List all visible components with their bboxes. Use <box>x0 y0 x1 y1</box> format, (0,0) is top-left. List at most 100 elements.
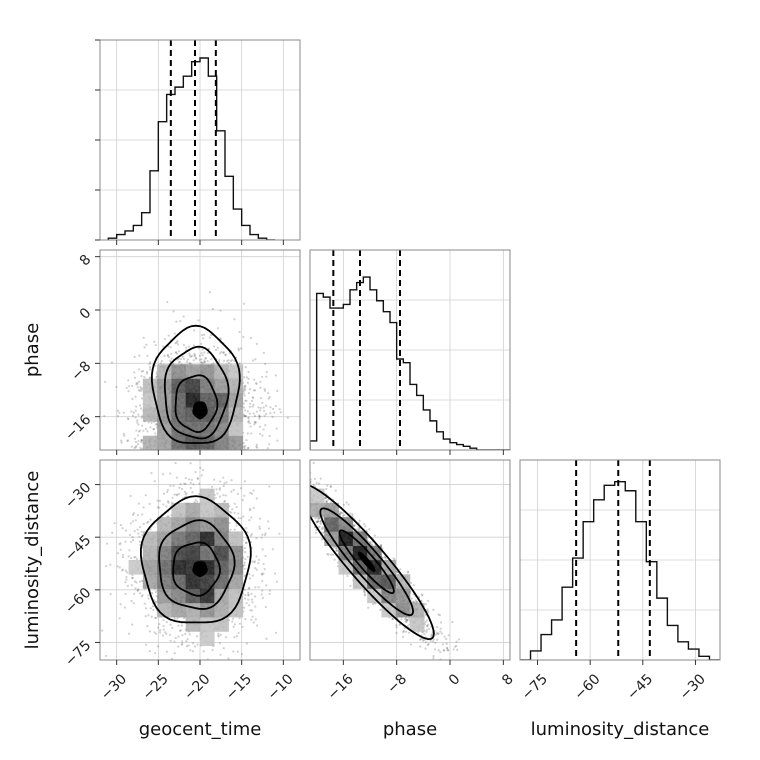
scatter-point <box>183 482 186 485</box>
scatter-point <box>143 602 146 605</box>
scatter-point <box>229 360 232 363</box>
scatter-point <box>236 650 239 653</box>
scatter-point <box>265 637 268 640</box>
scatter-point <box>165 632 168 635</box>
scatter-point <box>246 555 249 558</box>
scatter-point <box>144 494 147 497</box>
scatter-point <box>254 586 257 589</box>
scatter-point <box>200 352 203 355</box>
scatter-point <box>265 375 268 378</box>
scatter-point <box>243 574 246 578</box>
scatter-point <box>139 592 142 595</box>
scatter-point <box>304 399 306 401</box>
scatter-point <box>253 561 256 564</box>
scatter-point <box>260 572 263 575</box>
scatter-point <box>255 497 258 500</box>
scatter-point <box>171 657 174 660</box>
scatter-point <box>152 428 155 431</box>
scatter-point <box>137 588 140 591</box>
scatter-point <box>206 359 209 363</box>
contour-level-2 <box>174 374 219 434</box>
density-cell <box>214 531 229 547</box>
scatter-point <box>182 617 186 620</box>
scatter-point <box>253 560 257 563</box>
scatter-point <box>127 555 130 558</box>
scatter-point <box>146 521 149 524</box>
scatter-point <box>251 359 255 362</box>
scatter-point <box>260 536 263 539</box>
scatter-point <box>151 605 155 608</box>
scatter-point <box>203 663 205 665</box>
scatter-point <box>169 472 172 475</box>
scatter-point <box>138 429 142 432</box>
density-cell <box>200 588 215 604</box>
scatter-point <box>247 416 250 419</box>
scatter-point <box>165 621 168 624</box>
scatter-point <box>242 414 246 417</box>
scatter-point <box>275 427 278 430</box>
contour-level-0 <box>151 324 241 444</box>
panel-content <box>310 250 510 450</box>
scatter-point <box>255 537 258 540</box>
scatter-point <box>245 527 248 530</box>
scatter-point <box>174 461 177 465</box>
density-cell <box>185 574 201 589</box>
scatter-point <box>124 540 127 543</box>
scatter-point <box>245 541 248 544</box>
scatter-point <box>252 506 255 509</box>
scatter-point <box>211 308 214 311</box>
scatter-point <box>243 385 246 388</box>
scatter-point <box>128 384 131 388</box>
scatter-point <box>227 657 230 660</box>
panel-phase-histogram <box>309 249 511 455</box>
scatter-point <box>245 376 248 379</box>
scatter-point <box>198 358 201 361</box>
scatter-point <box>244 558 247 561</box>
scatter-point <box>228 510 232 513</box>
scatter-point <box>242 392 245 395</box>
scatter-point <box>261 573 264 576</box>
scatter-point <box>141 579 144 582</box>
scatter-point <box>131 576 134 579</box>
scatter-point <box>175 320 178 323</box>
scatter-point <box>201 468 205 472</box>
panel-geocent_time-vs-luminosity_distance <box>95 459 301 665</box>
scatter-point <box>216 327 220 330</box>
scatter-point <box>187 345 190 348</box>
scatter-point <box>149 518 152 521</box>
scatter-point <box>137 388 140 392</box>
scatter-point <box>136 514 140 517</box>
scatter-point <box>273 411 276 414</box>
density-cell <box>228 378 244 394</box>
scatter-point <box>271 415 274 418</box>
scatter-point <box>238 662 240 664</box>
scatter-point <box>230 490 233 493</box>
scatter-point <box>203 359 206 362</box>
scatter-point <box>135 445 138 448</box>
scatter-point <box>216 346 219 349</box>
scatter-point <box>219 337 222 340</box>
scatter-point <box>224 494 227 497</box>
scatter-point <box>275 580 278 583</box>
scatter-point <box>120 439 123 442</box>
scatter-point <box>200 342 203 345</box>
density-cell <box>214 545 229 561</box>
density-cell <box>171 602 187 618</box>
scatter-point <box>257 586 260 589</box>
scatter-point <box>265 584 268 587</box>
scatter-point <box>263 534 267 537</box>
scatter-point <box>200 333 204 337</box>
scatter-point <box>180 487 184 491</box>
scatter-point <box>246 381 249 384</box>
scatter-point <box>173 652 176 655</box>
scatter-point <box>207 347 210 351</box>
scatter-point <box>136 419 139 422</box>
density-cell <box>171 364 187 379</box>
scatter-point <box>128 533 132 536</box>
scatter-point <box>186 638 189 641</box>
scatter-point <box>262 406 265 409</box>
density-cell <box>228 364 244 379</box>
scatter-point <box>138 389 141 393</box>
scatter-point <box>222 351 225 354</box>
scatter-point <box>243 563 246 567</box>
